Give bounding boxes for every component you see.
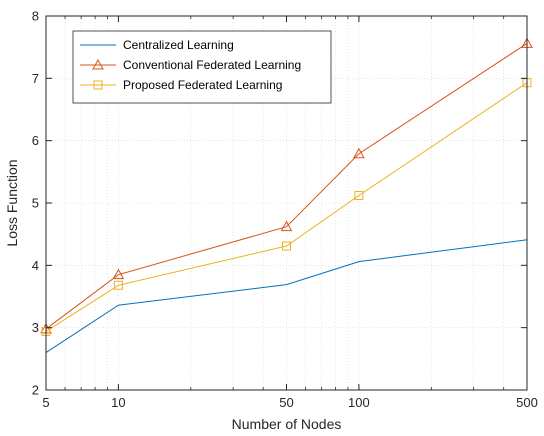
y-tick-label: 8	[32, 9, 39, 24]
y-tick-label: 5	[32, 196, 39, 211]
ticks: 5 10 50 100 500 2 3 4 5 6 7 8	[32, 9, 538, 411]
legend-marker	[93, 80, 103, 90]
legend-entry-label: Proposed Federated Learning	[123, 78, 282, 92]
x-tick-label: 100	[348, 395, 370, 410]
legend-entry-label: Centralized Learning	[123, 38, 234, 52]
series-line	[45, 82, 528, 332]
data-point	[282, 241, 291, 251]
legend-box	[72, 30, 332, 104]
legend-marker	[92, 58, 104, 70]
series-line	[45, 239, 528, 354]
data-point	[353, 147, 365, 159]
data-point	[280, 220, 293, 232]
data-point	[112, 268, 125, 280]
data-point	[113, 280, 123, 290]
series-3	[41, 78, 532, 336]
series-1	[45, 239, 528, 354]
data-point	[354, 191, 364, 201]
series-line	[45, 43, 528, 330]
x-tick-label: 5	[42, 395, 49, 410]
legend-entry-label: Conventional Federated Learning	[123, 58, 301, 72]
y-tick-label: 2	[32, 383, 39, 398]
y-tick-label: 4	[32, 258, 39, 273]
x-axis-label: Number of Nodes	[232, 416, 342, 432]
legend: Centralized Learning Conventional Federat…	[72, 30, 332, 104]
x-tick-label: 50	[279, 395, 293, 410]
x-tick-label: 10	[111, 395, 125, 410]
x-tick-label: 500	[516, 395, 538, 410]
y-tick-label: 7	[32, 71, 39, 86]
y-tick-label: 6	[32, 133, 39, 148]
y-axis-label: Loss Function	[4, 159, 20, 246]
y-tick-label: 3	[32, 320, 39, 335]
